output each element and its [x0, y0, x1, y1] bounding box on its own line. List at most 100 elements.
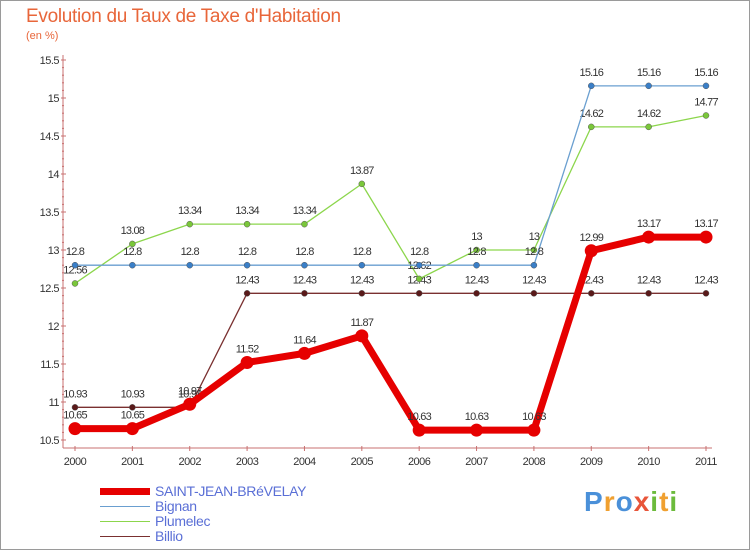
data-point: [473, 290, 480, 297]
data-label: 12.99: [580, 232, 604, 244]
y-tick-label: 15.5: [40, 55, 60, 67]
logo-letter: r: [603, 486, 616, 517]
legend-label-billio: Billio: [155, 528, 183, 544]
legend-item-bignan: Bignan: [100, 499, 306, 514]
x-tick-label: 2011: [695, 456, 717, 468]
data-label: 13.34: [293, 205, 317, 217]
data-point: [588, 82, 595, 90]
series-line: [74, 292, 707, 408]
data-label: 15.16: [637, 67, 661, 79]
x-tick-label: 2002: [178, 456, 201, 468]
data-label: 11.64: [293, 334, 316, 346]
data-label: 13.34: [235, 205, 259, 217]
data-label: 12.43: [522, 274, 546, 286]
y-tick-label: 11.5: [40, 359, 59, 371]
data-point: [240, 355, 254, 369]
data-label: 13.87: [350, 165, 374, 177]
legend-swatch-bignan: [100, 506, 150, 507]
data-label: 13.17: [694, 218, 718, 230]
data-label: 10.65: [63, 410, 87, 422]
data-label: 10.93: [121, 388, 145, 400]
data-point: [129, 261, 136, 269]
data-point: [702, 82, 710, 90]
data-point: [243, 290, 251, 297]
data-label: 13: [529, 231, 540, 243]
data-point: [527, 423, 541, 437]
logo-letter: i: [669, 486, 679, 517]
data-point: [243, 261, 251, 269]
y-tick-label: 12.5: [40, 283, 60, 295]
data-point: [645, 123, 652, 131]
data-point: [645, 290, 652, 297]
data-point: [412, 423, 426, 437]
data-label: 12.8: [353, 246, 372, 258]
legend-swatch-billio: [100, 536, 150, 537]
data-label: 12.43: [350, 274, 374, 286]
data-point: [642, 230, 656, 244]
data-point: [415, 261, 423, 269]
data-label: 15.16: [580, 67, 604, 79]
series-line: [71, 233, 710, 434]
y-tick-label: 12: [48, 321, 60, 333]
data-label: 10.65: [121, 410, 145, 422]
data-point: [71, 261, 79, 269]
legend: SAINT-JEAN-BRéVELAY Bignan Plumelec Bill…: [100, 483, 307, 544]
data-label: 13.17: [637, 218, 661, 230]
data-point: [530, 290, 538, 297]
data-label: 12.8: [181, 246, 200, 258]
x-tick-label: 2006: [408, 456, 431, 468]
data-point: [355, 329, 369, 343]
data-point: [129, 404, 136, 411]
data-point: [301, 220, 308, 228]
data-label: 10.63: [465, 411, 489, 423]
data-label: 11.87: [350, 317, 373, 329]
y-tick-label: 14: [48, 169, 60, 181]
legend-item-billio: Billio: [100, 529, 306, 544]
x-tick-label: 2007: [465, 456, 488, 468]
data-point: [183, 397, 197, 411]
data-label: 12.43: [637, 274, 661, 286]
legend-item-plumelec: Plumelec: [100, 514, 306, 529]
data-label: 14.62: [637, 108, 661, 120]
x-tick-label: 2004: [293, 456, 316, 468]
data-point: [415, 290, 423, 297]
data-point: [358, 261, 366, 269]
y-tick-label: 11: [49, 397, 60, 409]
data-point: [588, 290, 595, 297]
data-point: [530, 246, 538, 254]
logo-letter: t: [659, 486, 670, 517]
data-point: [125, 422, 139, 436]
data-label: 13.08: [121, 225, 145, 237]
data-point: [584, 244, 598, 258]
data-label: 12.43: [293, 274, 317, 286]
data-point: [71, 280, 79, 287]
data-point: [702, 112, 710, 119]
data-label: 12.8: [295, 246, 314, 258]
data-point: [473, 261, 480, 269]
series-bignan: 12.8 12.8 12.8 12.8 12.8 12.8 12.8 12.8 12.8 15.1…: [66, 67, 719, 269]
legend-label-saint-jean: SAINT-JEAN-BRéVELAY: [155, 483, 307, 499]
x-tick-label: 2010: [637, 456, 660, 468]
data-label: 12.8: [410, 246, 429, 258]
data-point: [129, 240, 136, 248]
series-plumelec: 12.5613.0813.3413.3413.3413.8712.6213131…: [63, 96, 719, 287]
data-label: 14.62: [580, 108, 604, 120]
data-label: 12.8: [66, 246, 85, 258]
data-point: [645, 82, 652, 90]
data-point: [301, 290, 308, 297]
proxiti-logo: Proxiti: [584, 486, 678, 518]
chart-title: Evolution du Taux de Taxe d'Habitation: [26, 6, 341, 27]
data-label: 12.43: [465, 274, 489, 286]
data-point: [588, 123, 595, 131]
data-point: [301, 261, 308, 269]
legend-item-saint-jean: SAINT-JEAN-BRéVELAY: [100, 483, 307, 499]
data-label: 12.8: [525, 246, 544, 258]
data-point: [415, 275, 423, 283]
y-tick-label: 13: [48, 245, 60, 257]
x-tick-label: 2005: [351, 456, 374, 468]
data-label: 12.43: [235, 274, 259, 286]
data-label: 12.56: [63, 264, 87, 276]
data-point: [186, 220, 193, 228]
